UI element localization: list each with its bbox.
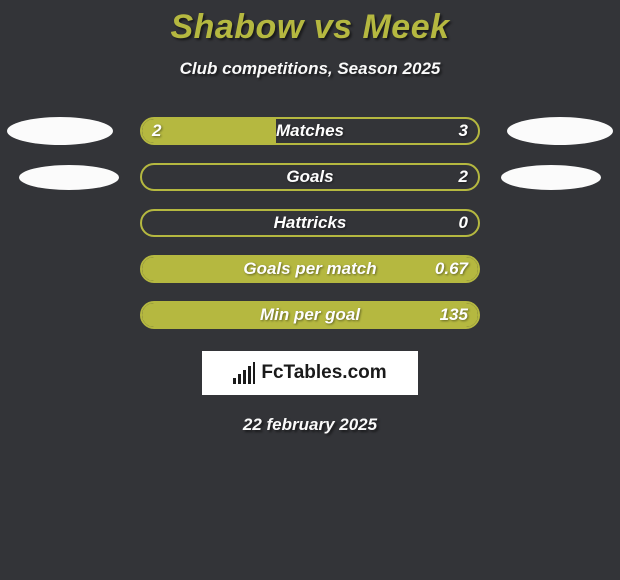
stat-row-matches: 2 Matches 3	[0, 117, 620, 145]
comparison-card: Shabow vs Meek Club competitions, Season…	[0, 0, 620, 580]
stat-row-min-per-goal: Min per goal 135	[0, 301, 620, 329]
page-subtitle: Club competitions, Season 2025	[0, 59, 620, 79]
player-left-avatar-placeholder	[7, 117, 113, 145]
stat-bar: Min per goal 135	[140, 301, 480, 329]
stat-bar: Goals per match 0.67	[140, 255, 480, 283]
stat-bar: Goals 2	[140, 163, 480, 191]
stat-row-hattricks: Hattricks 0	[0, 209, 620, 237]
stat-label: Goals	[142, 165, 478, 189]
brand-text: FcTables.com	[261, 362, 386, 384]
stat-value-right: 0	[459, 211, 468, 235]
stat-bar: 2 Matches 3	[140, 117, 480, 145]
stat-bar-fill	[142, 119, 276, 143]
player-left-avatar-placeholder	[19, 165, 119, 190]
player-right-avatar-placeholder	[507, 117, 613, 145]
stat-bar-fill	[142, 303, 478, 327]
page-title: Shabow vs Meek	[0, 0, 620, 47]
stat-row-goals-per-match: Goals per match 0.67	[0, 255, 620, 283]
stat-value-right: 2	[459, 165, 468, 189]
stat-bar-fill	[142, 257, 478, 281]
player-right-avatar-placeholder	[501, 165, 601, 190]
stat-label: Hattricks	[142, 211, 478, 235]
footer-date: 22 february 2025	[0, 415, 620, 435]
stat-row-goals: Goals 2	[0, 163, 620, 191]
stat-bar: Hattricks 0	[140, 209, 480, 237]
stats-container: 2 Matches 3 Goals 2 Hattricks 0	[0, 117, 620, 329]
bar-chart-icon	[233, 362, 255, 384]
brand-badge[interactable]: FcTables.com	[202, 351, 418, 395]
stat-value-right: 3	[459, 119, 468, 143]
